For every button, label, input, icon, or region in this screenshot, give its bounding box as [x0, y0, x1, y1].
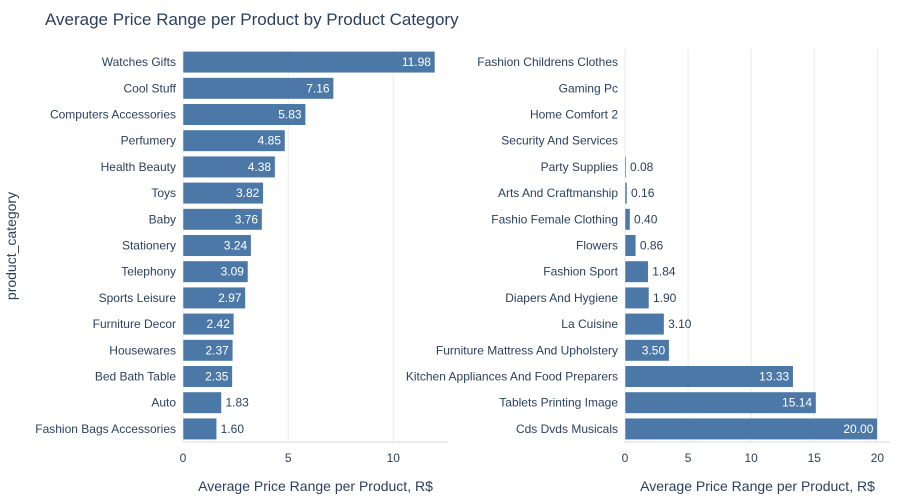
x-axis-title: Average Price Range per Product, R$: [198, 478, 433, 494]
category-label: Bed Bath Table: [95, 370, 177, 384]
category-label: Sports Leisure: [99, 291, 177, 305]
bar: [182, 155, 276, 178]
category-label: Baby: [149, 212, 176, 226]
bar-value-label: 11.98: [402, 55, 431, 69]
x-tick-label: 10: [745, 451, 759, 465]
chart-title: Average Price Range per Product by Produ…: [45, 10, 459, 29]
bar: [182, 391, 222, 414]
x-tick-label: 0: [180, 451, 187, 465]
x-tick-label: 5: [285, 451, 292, 465]
category-label: Diapers And Hygiene: [505, 291, 618, 305]
bar: [182, 51, 436, 74]
bar-value-label: 0.16: [631, 186, 655, 200]
category-label: Gaming Pc: [559, 81, 618, 95]
x-tick-label: 10: [387, 451, 401, 465]
bar-value-label: 7.16: [306, 81, 330, 95]
bar-value-label: 3.10: [668, 317, 692, 331]
category-label: Cds Dvds Musicals: [516, 422, 618, 436]
bar: [182, 260, 249, 283]
bar-value-label: 3.24: [224, 239, 248, 253]
bar: [182, 208, 263, 231]
bar-value-label: 3.76: [235, 212, 259, 226]
bar: [182, 182, 264, 205]
category-label: Furniture Decor: [93, 317, 176, 331]
category-label: Computers Accessories: [50, 108, 176, 122]
bar: [182, 313, 235, 336]
bar-value-label: 15.14: [782, 396, 812, 410]
bar-value-label: 1.84: [652, 265, 676, 279]
bar: [182, 129, 286, 152]
x-tick-label: 5: [685, 451, 692, 465]
bar: [624, 260, 649, 283]
bar: [624, 339, 670, 362]
bar: [624, 417, 878, 440]
bar: [182, 339, 234, 362]
left-panel: 0 5 10 Watches Gifts 11.98 Cool Stuff 7.16 Comp…: [35, 49, 448, 494]
bar-value-label: 4.38: [248, 160, 272, 174]
bar-value-label: 13.33: [759, 370, 789, 384]
category-label: Arts And Craftmanship: [498, 186, 618, 200]
bar-value-label: 20.00: [843, 422, 873, 436]
bar-value-label: 2.35: [205, 370, 229, 384]
bar: [182, 286, 246, 309]
x-tick-label: 0: [622, 451, 629, 465]
bar: [182, 417, 217, 440]
category-label: La Cuisine: [561, 317, 618, 331]
category-label: Auto: [151, 396, 176, 410]
category-label: Party Supplies: [541, 160, 618, 174]
bar: [182, 77, 334, 100]
category-label: Flowers: [576, 239, 618, 253]
category-label: Fashion Bags Accessories: [35, 422, 176, 436]
category-label: Security And Services: [501, 134, 618, 148]
category-label: Tablets Printing Image: [499, 396, 618, 410]
bar-value-label: 5.83: [278, 108, 302, 122]
category-label: Perfumery: [121, 134, 176, 148]
bar-value-label: 3.09: [221, 265, 245, 279]
bar: [624, 155, 627, 178]
category-label: Toys: [151, 186, 176, 200]
bar: [624, 365, 794, 388]
bar-value-label: 3.50: [642, 343, 666, 357]
bar-value-label: 0.08: [630, 160, 654, 174]
bar-value-label: 0.86: [640, 239, 664, 253]
bar: [624, 391, 817, 414]
bar-value-label: 4.85: [258, 134, 282, 148]
bar: [182, 234, 252, 257]
bar-value-label: 2.37: [205, 343, 229, 357]
category-label: Fashion Sport: [543, 265, 618, 279]
x-axis-title: Average Price Range per Product, R$: [640, 478, 875, 494]
category-label: Health Beauty: [101, 160, 176, 174]
category-label: Fashion Childrens Clothes: [477, 55, 618, 69]
category-label: Furniture Mattress And Upholstery: [436, 343, 618, 357]
x-tick-label: 20: [871, 451, 885, 465]
x-tick-label: 15: [808, 451, 822, 465]
category-label: Watches Gifts: [102, 55, 176, 69]
bar: [624, 286, 650, 309]
bar-value-label: 0.40: [634, 212, 658, 226]
category-label: Fashio Female Clothing: [491, 212, 618, 226]
category-label: Home Comfort 2: [530, 108, 618, 122]
right-panel: 0 5 10 15 20 Fashion Childrens Clothes Gaming …: [406, 49, 890, 494]
bar: [624, 182, 628, 205]
category-label: Cool Stuff: [124, 81, 177, 95]
bar-value-label: 3.82: [236, 186, 260, 200]
category-label: Telephony: [121, 265, 176, 279]
bar-value-label: 1.90: [653, 291, 677, 305]
bar-value-label: 2.97: [218, 291, 242, 305]
bar-value-label: 2.42: [207, 317, 231, 331]
category-label: Housewares: [109, 343, 176, 357]
bar: [624, 313, 665, 336]
bar: [624, 208, 631, 231]
bar: [182, 103, 306, 126]
category-label: Kitchen Appliances And Food Preparers: [406, 370, 618, 384]
y-axis-title: product_category: [3, 192, 19, 300]
bar-value-label: 1.83: [225, 396, 249, 410]
bar-value-label: 1.60: [221, 422, 245, 436]
category-label: Stationery: [122, 239, 176, 253]
bar: [182, 365, 233, 388]
bar: [624, 234, 637, 257]
